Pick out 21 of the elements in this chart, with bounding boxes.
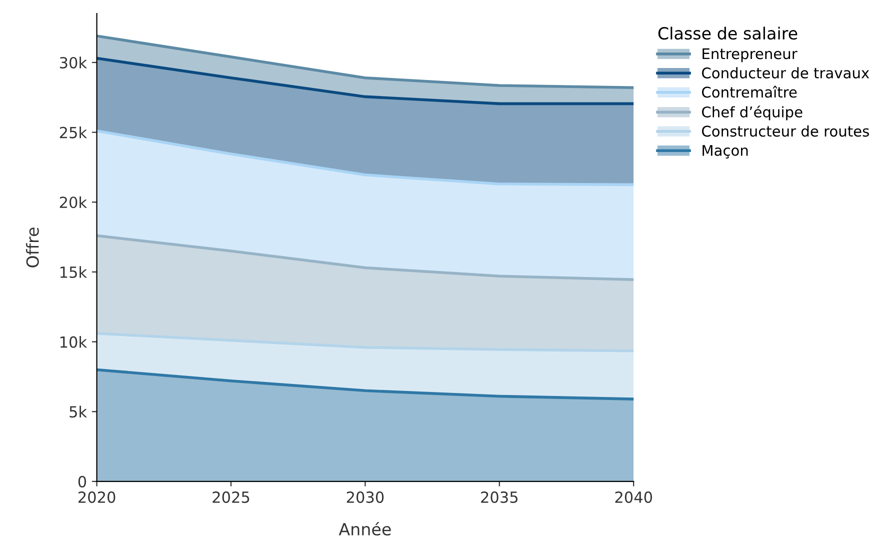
legend-label: Chef d’équipe — [702, 106, 802, 120]
legend-label: Entrepreneur — [702, 48, 798, 62]
x-axis-title: Année — [338, 522, 391, 536]
legend-label: Contremaître — [702, 86, 797, 98]
legend-label: Maçon — [702, 145, 748, 159]
y-tick-label: 20k — [60, 196, 88, 208]
y-tick-label: 25k — [60, 126, 88, 138]
x-tick-label: 2025 — [212, 491, 250, 503]
y-tick-label: 5k — [70, 406, 88, 418]
y-tick-label: 30k — [60, 56, 88, 68]
y-tick-label: 0 — [78, 476, 86, 488]
x-tick-label: 2035 — [481, 491, 518, 503]
y-tick-label: 10k — [60, 336, 88, 348]
x-tick-label: 2020 — [78, 491, 116, 503]
x-tick-label: 2030 — [346, 491, 384, 503]
y-tick-label: 15k — [60, 266, 88, 278]
legend-label: Conducteur de travaux — [702, 67, 870, 78]
x-tick-label: 2040 — [615, 491, 652, 503]
legend-title: Classe de salaire — [658, 26, 798, 40]
legend-label: Constructeur de routes — [702, 125, 869, 137]
y-axis-title: Offre — [26, 228, 39, 268]
